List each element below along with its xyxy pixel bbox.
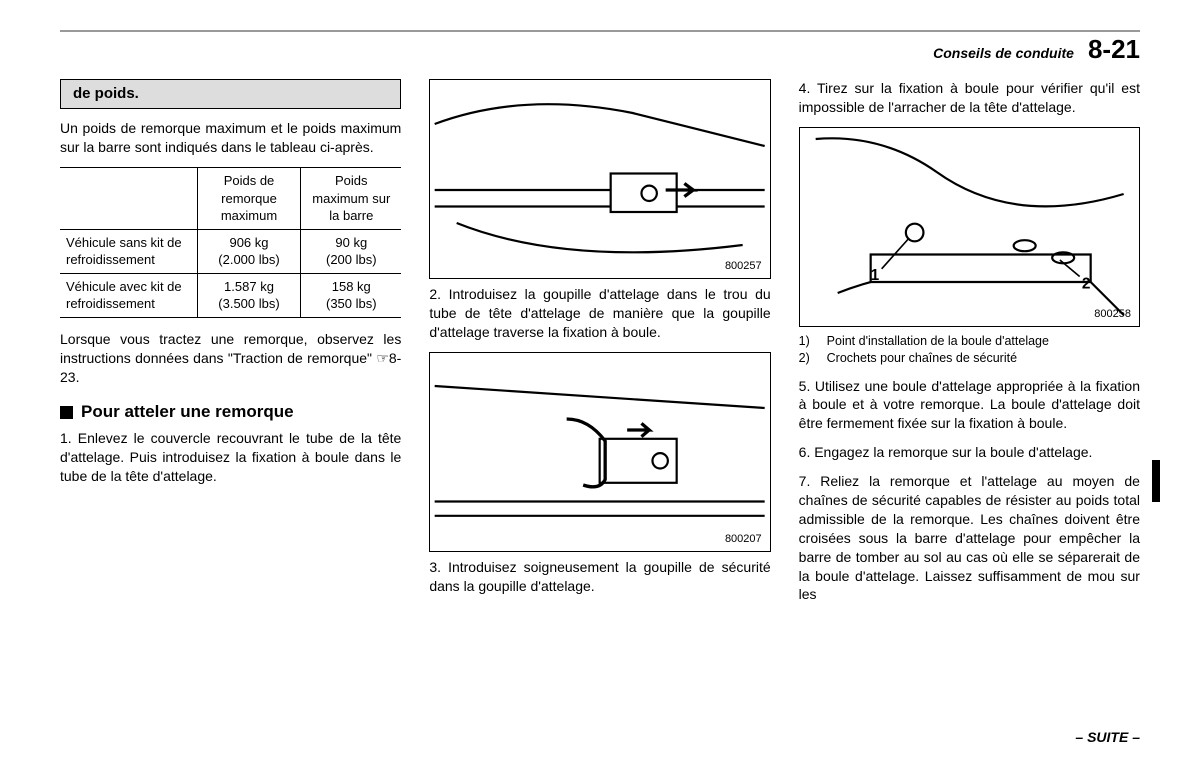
table-cell: 90 kg (200 lbs) — [301, 229, 402, 273]
side-tab-marker — [1152, 460, 1160, 502]
step-4: 4. Tirez sur la fixation à boule pour vé… — [799, 79, 1140, 117]
table-cell: 158 kg (350 lbs) — [301, 273, 402, 317]
table-cell: Véhicule sans kit de refroidissement — [60, 229, 197, 273]
weight-table: Poids de remorque maximum Poids maximum … — [60, 167, 401, 318]
legend-number: 2) — [799, 350, 817, 367]
table-cell: Poids de remorque maximum — [197, 168, 300, 230]
legend-item: 1) Point d'installation de la boule d'at… — [799, 333, 1140, 350]
hitch-illustration-3: 1 2 — [800, 128, 1139, 326]
subheading: Pour atteler une remorque — [60, 401, 401, 424]
gray-heading: de poids. — [60, 79, 401, 109]
column-3: 4. Tirez sur la fixation à boule pour vé… — [799, 79, 1140, 614]
subheading-text: Pour atteler une remorque — [81, 401, 294, 424]
svg-text:2: 2 — [1082, 275, 1091, 292]
continuation-label: – SUITE – — [1075, 729, 1140, 745]
column-1: de poids. Un poids de remorque maximum e… — [60, 79, 401, 614]
legend-item: 2) Crochets pour chaînes de sécurité — [799, 350, 1140, 367]
column-2: 800257 2. Introduisez la goupille d'atte… — [429, 79, 770, 614]
table-cell: Poids maximum sur la barre — [301, 168, 402, 230]
step-5: 5. Utilisez une boule d'attelage appropr… — [799, 377, 1140, 434]
step-2: 2. Introduisez la goupille d'attelage da… — [429, 285, 770, 342]
square-bullet-icon — [60, 406, 73, 419]
hitch-illustration-1 — [430, 80, 769, 278]
table-cell — [60, 168, 197, 230]
section-title: Conseils de conduite — [933, 45, 1074, 61]
figure-number: 800257 — [725, 259, 762, 274]
svg-text:1: 1 — [870, 267, 879, 284]
step-7: 7. Reliez la remorque et l'attelage au m… — [799, 472, 1140, 604]
table-cell: 1.587 kg (3.500 lbs) — [197, 273, 300, 317]
step-1: 1. Enlevez le couvercle recouvrant le tu… — [60, 429, 401, 486]
page-header: Conseils de conduite 8-21 — [60, 30, 1140, 65]
table-row: Véhicule sans kit de refroidissement 906… — [60, 229, 401, 273]
content-columns: de poids. Un poids de remorque maximum e… — [60, 79, 1140, 614]
hitch-illustration-2 — [430, 353, 769, 551]
intro-text: Un poids de remorque maximum et le poids… — [60, 119, 401, 157]
legend-text: Point d'installation de la boule d'attel… — [827, 333, 1049, 350]
legend-text: Crochets pour chaînes de sécurité — [827, 350, 1017, 367]
table-header-row: Poids de remorque maximum Poids maximum … — [60, 168, 401, 230]
page-number: 8-21 — [1088, 34, 1140, 65]
step-3: 3. Introduisez soigneusement la goupille… — [429, 558, 770, 596]
figure-number: 800258 — [1094, 307, 1131, 322]
table-cell: 906 kg (2.000 lbs) — [197, 229, 300, 273]
figure-hitch-pin-insert: 800257 — [429, 79, 770, 279]
figure-ball-mount-points: 1 2 800258 — [799, 127, 1140, 327]
legend-number: 1) — [799, 333, 817, 350]
step-6: 6. Engagez la remorque sur la boule d'at… — [799, 443, 1140, 462]
table-row: Véhicule avec kit de refroidissement 1.5… — [60, 273, 401, 317]
figure-legend: 1) Point d'installation de la boule d'at… — [799, 333, 1140, 367]
after-table-text: Lorsque vous tractez une remorque, obser… — [60, 330, 401, 387]
figure-number: 800207 — [725, 532, 762, 547]
figure-safety-pin: 800207 — [429, 352, 770, 552]
table-cell: Véhicule avec kit de refroidissement — [60, 273, 197, 317]
